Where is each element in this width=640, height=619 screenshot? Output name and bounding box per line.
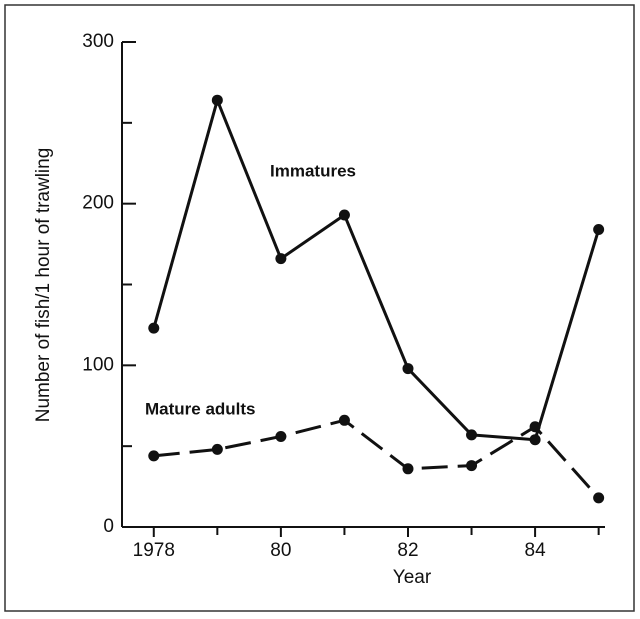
y-tick-label: 100	[82, 354, 114, 375]
y-tick-label: 0	[103, 516, 114, 537]
point	[402, 363, 414, 375]
frame	[4, 4, 635, 612]
point	[529, 434, 541, 446]
point	[466, 460, 478, 472]
x-tick-label: 84	[525, 540, 547, 561]
series-line	[153, 418, 600, 499]
x-tick-label: 80	[270, 540, 291, 561]
x-axis-label: Year	[393, 567, 432, 588]
point	[148, 450, 160, 462]
series-line	[152, 98, 601, 442]
point	[593, 492, 605, 504]
point	[338, 414, 350, 426]
point	[466, 429, 478, 441]
point	[338, 209, 350, 221]
series-label: Mature adults	[145, 399, 256, 418]
point	[593, 224, 605, 236]
x-tick-label: 1978	[133, 540, 175, 561]
series-label: Immatures	[270, 161, 356, 180]
y-axis-label: Number of fish/1 hour of trawling	[33, 148, 54, 423]
y-tick-label: 300	[82, 31, 114, 52]
point	[529, 421, 541, 433]
point	[275, 253, 287, 265]
point	[211, 443, 223, 455]
point	[148, 322, 160, 334]
point	[211, 94, 223, 106]
point	[402, 463, 414, 475]
y-tick-label: 200	[82, 193, 114, 214]
x-tick-label: 82	[397, 540, 418, 561]
point	[275, 430, 287, 442]
